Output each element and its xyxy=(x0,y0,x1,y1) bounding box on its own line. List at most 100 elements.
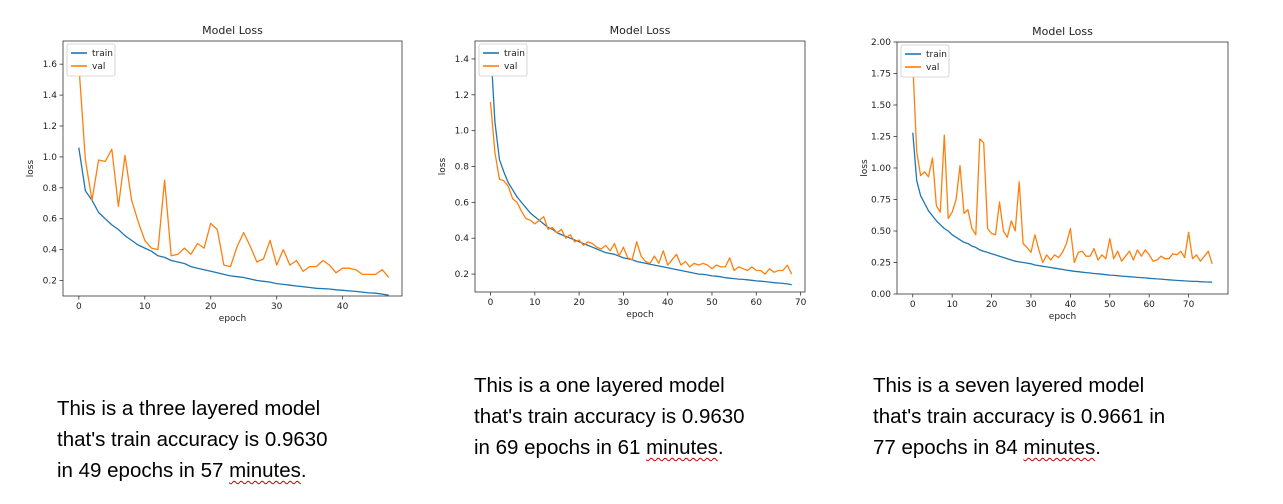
caption-line: that's train accuracy is 0.9661 in xyxy=(873,405,1166,428)
x-tick-label: 30 xyxy=(271,302,283,312)
x-tick-label: 0 xyxy=(76,302,82,312)
y-axis-label: loss xyxy=(860,159,870,177)
chart-title: Model Loss xyxy=(610,24,671,37)
caption-text: in 49 epochs in 57 xyxy=(57,459,230,482)
x-tick-label: 20 xyxy=(573,298,585,308)
caption-text: . xyxy=(717,436,724,459)
chart-panel-one-layer: Model Loss 0 10 20 30 40 50 60 70 0.2 0.4 0.6 0.8 1.0… xyxy=(425,0,845,340)
legend: train val xyxy=(900,44,950,78)
y-tick-label: 0.75 xyxy=(871,196,891,206)
x-tick-label: 50 xyxy=(706,298,718,308)
chart-panel-three-layer: Model Loss 0 10 20 30 40 0.2 0.4 0.6 0.8 1.0 1.2 1.4… xyxy=(0,0,420,340)
x-tick-label: 70 xyxy=(795,298,807,308)
y-tick-label: 0.4 xyxy=(43,246,58,256)
caption-text: in 69 epochs in 61 xyxy=(474,436,647,459)
caption-line: that's train accuracy is 0.9630 xyxy=(57,428,328,451)
legend-box xyxy=(900,44,950,78)
x-tick-label: 50 xyxy=(1104,300,1116,310)
caption-one-layer: This is a one layered model that's train… xyxy=(474,370,745,463)
x-tick-label: 70 xyxy=(1183,300,1195,310)
caption-seven-layer: This is a seven layered model that's tra… xyxy=(873,370,1165,463)
x-axis-label: epoch xyxy=(626,310,653,320)
legend-label-train: train xyxy=(504,49,525,59)
y-tick-label: 1.2 xyxy=(43,122,57,132)
legend-label-val: val xyxy=(926,63,939,73)
loss-chart-three-layer: Model Loss 0 10 20 30 40 0.2 0.4 0.6 0.8 1.0 1.2 1.4… xyxy=(26,24,403,324)
y-tick-label: 0.50 xyxy=(871,227,891,237)
legend-label-val: val xyxy=(92,62,105,72)
chart-panel-seven-layer: Model Loss 0 10 20 30 40 50 60 70 0.00 0.25 0.50 0.7… xyxy=(845,0,1265,340)
x-tick-label: 40 xyxy=(337,302,349,312)
caption-text: . xyxy=(300,459,307,482)
y-axis-label: loss xyxy=(438,157,448,175)
chart-title: Model Loss xyxy=(202,24,263,37)
spellcheck-word: minutes xyxy=(229,459,301,482)
y-tick-label: 0.6 xyxy=(43,215,58,225)
y-tick-label: 1.0 xyxy=(43,153,58,163)
x-tick-label: 30 xyxy=(1025,300,1037,310)
legend-box xyxy=(66,43,116,77)
series-line-train xyxy=(78,147,389,296)
x-tick-label: 20 xyxy=(205,302,217,312)
legend: train val xyxy=(478,43,528,77)
caption-three-layer: This is a three layered model that's tra… xyxy=(57,393,328,486)
chart-title: Model Loss xyxy=(1032,25,1093,38)
y-tick-label: 0.2 xyxy=(43,277,57,287)
plot-frame xyxy=(62,40,403,297)
x-tick-label: 60 xyxy=(751,298,763,308)
caption-text: 77 epochs in 84 xyxy=(873,436,1024,459)
x-axis-label: epoch xyxy=(1049,312,1076,322)
y-tick-label: 0.2 xyxy=(455,270,469,280)
y-tick-label: 1.6 xyxy=(43,60,58,70)
y-tick-label: 2.00 xyxy=(871,38,891,48)
caption-line: in 49 epochs in 57 minutes. xyxy=(57,455,328,486)
y-tick-label: 1.0 xyxy=(455,127,470,137)
x-tick-label: 0 xyxy=(488,298,494,308)
y-axis-label: loss xyxy=(26,159,36,177)
y-tick-label: 1.4 xyxy=(455,55,470,65)
caption-line: that's train accuracy is 0.9630 xyxy=(474,405,745,428)
y-tick-label: 0.6 xyxy=(455,198,470,208)
series-line-val xyxy=(78,64,390,278)
loss-chart-one-layer: Model Loss 0 10 20 30 40 50 60 70 0.2 0.4 0.6 0.8 1.0… xyxy=(438,24,807,320)
y-tick-label: 1.00 xyxy=(871,164,891,174)
caption-text: . xyxy=(1095,436,1101,459)
legend-box xyxy=(478,43,528,77)
x-tick-label: 10 xyxy=(946,300,958,310)
series-line-train xyxy=(912,132,1213,283)
legend-label-val: val xyxy=(504,62,517,72)
x-axis-label: epoch xyxy=(219,314,246,324)
y-tick-label: 0.4 xyxy=(455,234,470,244)
caption-line: This is a three layered model xyxy=(57,397,321,420)
caption-line: This is a one layered model xyxy=(474,374,725,397)
legend-label-train: train xyxy=(92,49,113,59)
y-tick-label: 0.25 xyxy=(871,259,891,269)
y-tick-label: 1.4 xyxy=(43,91,58,101)
y-tick-label: 0.8 xyxy=(43,184,58,194)
x-tick-label: 40 xyxy=(1065,300,1077,310)
y-tick-label: 0.00 xyxy=(871,290,891,300)
series-line-val xyxy=(489,101,793,275)
x-tick-label: 10 xyxy=(529,298,541,308)
y-tick-label: 0.8 xyxy=(455,163,470,173)
x-tick-label: 0 xyxy=(910,300,916,310)
x-tick-label: 30 xyxy=(618,298,630,308)
spellcheck-word: minutes xyxy=(646,436,718,459)
x-tick-label: 20 xyxy=(986,300,998,310)
y-tick-label: 1.75 xyxy=(871,70,891,80)
x-tick-label: 40 xyxy=(662,298,674,308)
caption-line: 77 epochs in 84 minutes. xyxy=(873,432,1165,463)
y-tick-label: 1.25 xyxy=(871,133,891,143)
plot-frame xyxy=(896,41,1229,295)
series-line-val xyxy=(912,63,1213,264)
caption-line: This is a seven layered model xyxy=(873,374,1145,397)
y-tick-label: 1.2 xyxy=(455,91,469,101)
caption-line: in 69 epochs in 61 minutes. xyxy=(474,432,745,463)
y-tick-label: 1.50 xyxy=(871,101,891,111)
legend: train val xyxy=(66,43,116,77)
legend-label-train: train xyxy=(926,50,947,60)
spellcheck-word: minutes xyxy=(1023,436,1096,459)
x-tick-label: 10 xyxy=(139,302,151,312)
x-tick-label: 60 xyxy=(1143,300,1155,310)
series-line-train xyxy=(489,44,792,286)
